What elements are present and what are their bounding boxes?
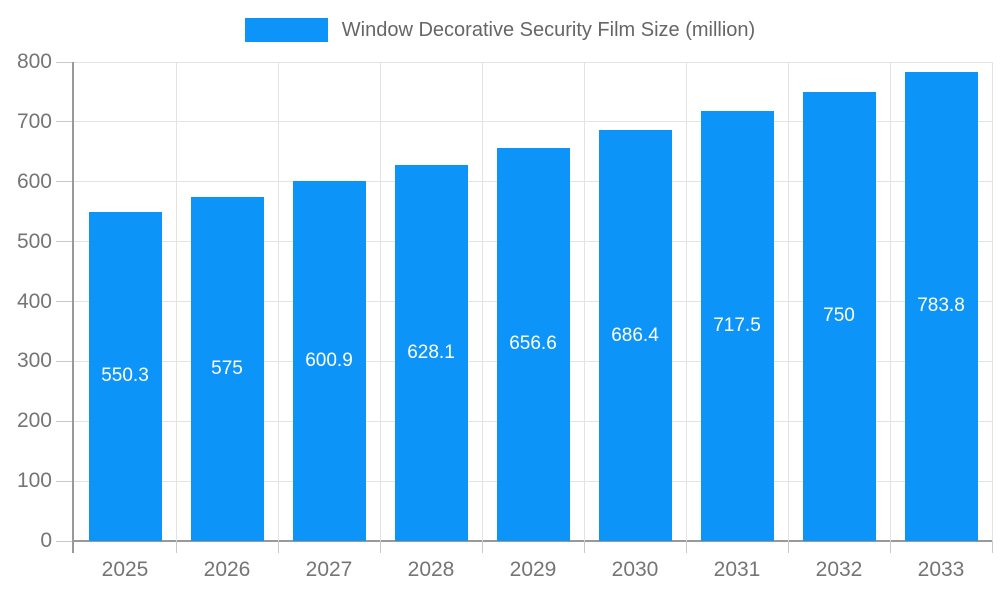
- x-axis-tick-label: 2029: [509, 558, 557, 581]
- y-axis-tick-label: 100: [16, 469, 52, 493]
- gridline-vertical: [583, 62, 585, 541]
- x-axis-tick-label: 2026: [203, 558, 251, 581]
- gridline-horizontal: [74, 121, 992, 123]
- y-axis-tick-label: 800: [16, 50, 52, 73]
- bar-value-label: 717.5: [713, 315, 761, 337]
- x-axis-tick-label: 2027: [305, 558, 353, 581]
- y-axis-tick: [56, 480, 72, 482]
- bar-2025[interactable]: 550.3: [88, 211, 162, 541]
- y-axis-tick: [56, 241, 72, 243]
- y-axis-tick: [56, 420, 72, 422]
- bar-value-label: 783.8: [917, 295, 965, 317]
- bar-value-label: 628.1: [407, 341, 455, 363]
- gridline-horizontal: [74, 61, 992, 63]
- bar-2032[interactable]: 750: [802, 91, 876, 541]
- bar-2031[interactable]: 717.5: [700, 111, 774, 541]
- gridline-vertical: [277, 62, 279, 541]
- gridline-vertical: [481, 62, 483, 541]
- x-axis-tick-label: 2030: [611, 558, 659, 581]
- y-axis-tick: [56, 121, 72, 123]
- gridline-vertical: [991, 62, 993, 541]
- y-axis-tick-label: 400: [16, 289, 52, 313]
- bar-2027[interactable]: 600.9: [292, 181, 366, 541]
- y-axis-tick-label: 300: [16, 349, 52, 373]
- x-axis-tick: [379, 541, 381, 553]
- x-axis-tick: [481, 541, 483, 553]
- gridline-vertical: [787, 62, 789, 541]
- bar-value-label: 600.9: [305, 350, 353, 372]
- gridline-vertical: [379, 62, 381, 541]
- y-axis-tick-label: 0: [40, 529, 52, 552]
- y-axis-tick: [56, 61, 72, 63]
- gridline-vertical: [685, 62, 687, 541]
- x-axis-line: [72, 540, 992, 542]
- bar-2026[interactable]: 575: [190, 196, 264, 541]
- legend-item[interactable]: Window Decorative Security Film Size (mi…: [0, 17, 1000, 43]
- x-axis-tick-label: 2033: [917, 558, 965, 581]
- gridline-vertical: [889, 62, 891, 541]
- x-axis-tick: [787, 541, 789, 553]
- bar-2033[interactable]: 783.8: [904, 71, 978, 541]
- x-axis-tick: [685, 541, 687, 553]
- bar-2028[interactable]: 628.1: [394, 164, 468, 541]
- bar-2029[interactable]: 656.6: [496, 147, 570, 541]
- legend-label: Window Decorative Security Film Size (mi…: [341, 18, 756, 41]
- y-axis-tick-label: 600: [16, 169, 52, 193]
- bar-2030[interactable]: 686.4: [598, 130, 672, 541]
- y-axis-tick: [56, 181, 72, 183]
- x-axis-tick: [583, 541, 585, 553]
- y-axis-tick-label: 500: [16, 229, 52, 253]
- x-axis-tick-label: 2028: [407, 558, 455, 581]
- y-axis-tick-label: 700: [16, 109, 52, 133]
- plot-area: 0 100 200 300 400 500 600 700 800 550.3 2025 575 202…: [17, 50, 993, 581]
- x-axis-tick: [175, 541, 177, 553]
- y-axis-tick: [56, 360, 72, 362]
- y-axis-line: [72, 62, 74, 553]
- bar-value-label: 575: [211, 357, 243, 379]
- x-axis-tick-label: 2032: [815, 558, 863, 581]
- y-axis-tick: [56, 540, 72, 542]
- bar-value-label: 550.3: [101, 365, 149, 387]
- x-axis-tick: [991, 541, 993, 553]
- x-axis-tick: [277, 541, 279, 553]
- gridline-vertical: [175, 62, 177, 541]
- bar-value-label: 656.6: [509, 333, 557, 355]
- y-axis-tick: [56, 301, 72, 302]
- bar-value-label: 750: [823, 305, 855, 327]
- y-axis-tick-label: 200: [16, 409, 52, 433]
- x-axis-tick: [889, 541, 891, 553]
- bar-value-label: 686.4: [611, 324, 659, 346]
- x-axis-tick-label: 2025: [101, 558, 149, 581]
- legend-swatch: [244, 18, 328, 42]
- x-axis-tick-label: 2031: [713, 558, 761, 581]
